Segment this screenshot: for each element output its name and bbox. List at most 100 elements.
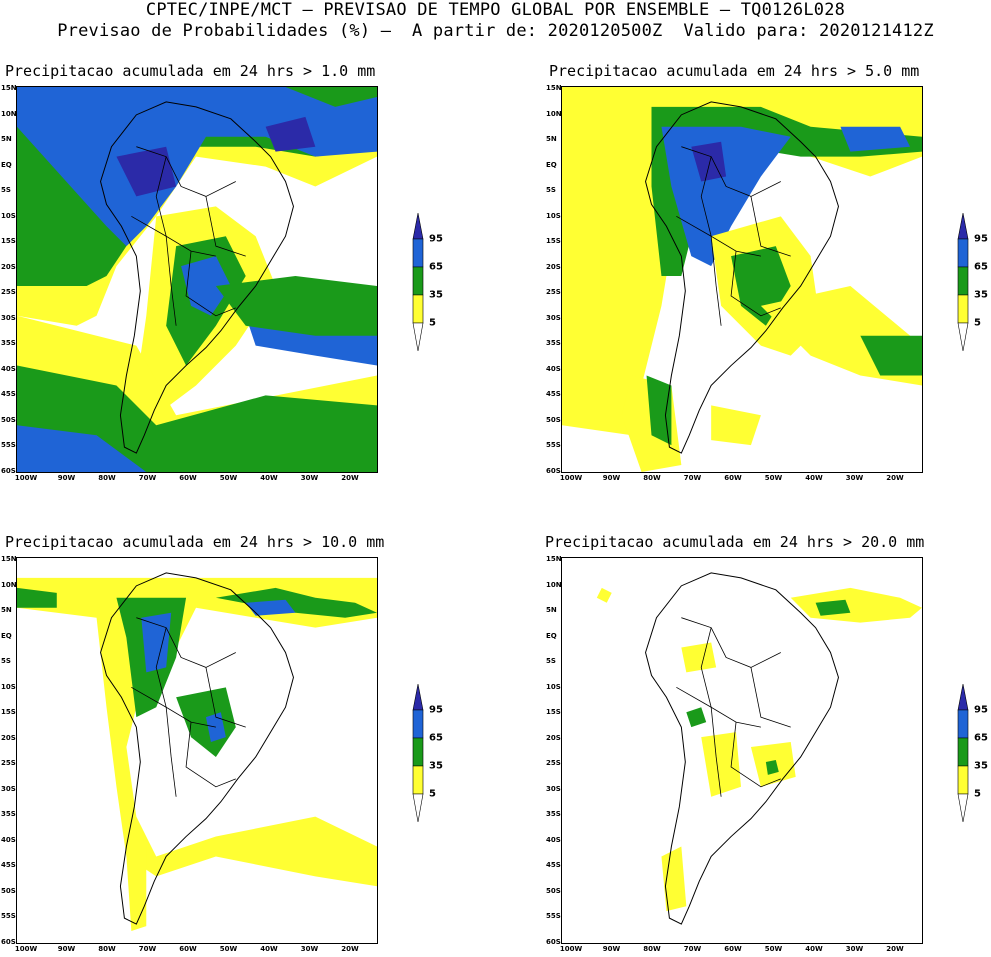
figure-title-line2: Previsao de Probabilidades (%) — A parti… [57,21,934,41]
probability-map [561,86,923,473]
latitude-label: 10N [546,580,562,589]
panel-title: Precipitacao acumulada em 24 hrs > 20.0 … [545,533,925,551]
color-bar-segment [412,266,424,296]
color-bar-label: 5 [429,788,436,800]
longitude-label: 50W [219,474,238,482]
color-bar-segment [957,683,969,711]
latitude-label: 20S [1,733,16,742]
latitude-label: 25S [1,759,16,768]
latitude-label: 10S [546,211,561,220]
latitude-label: 30S [546,784,561,793]
latitude-label: 60S [546,467,561,475]
panel-title: Precipitacao acumulada em 24 hrs > 1.0 m… [5,62,376,80]
probability-contour [661,126,791,267]
latitude-label: 5N [1,606,12,615]
figure-title-line1: CPTEC/INPE/MCT — PREVISAO DE TEMPO GLOBA… [145,0,846,20]
color-bar-segment [957,266,969,296]
country-border [676,686,712,708]
latitude-label: 15S [546,237,561,246]
panel-title: Precipitacao acumulada em 24 hrs > 10.0 … [5,533,385,551]
latitude-label: 45S [1,861,16,870]
latitude-label: 50S [1,886,16,895]
latitude-label: 40S [1,835,16,844]
color-bar-label: 65 [429,261,443,273]
longitude-label: 90W [602,474,621,482]
latitude-label: 45S [546,390,561,399]
latitude-label: 60S [546,938,561,946]
longitude-label: 40W [260,474,278,482]
probability-map [16,557,378,944]
probability-contour [815,599,851,616]
probability-contour [691,141,727,182]
color-bar-label: 95 [974,233,988,245]
latitude-label: 20S [546,262,561,271]
latitude-label: 30S [1,313,16,322]
latitude-label: 40S [546,364,561,373]
map-canvas [17,87,377,472]
latitude-label: 50S [546,415,561,424]
probability-contour [17,425,147,472]
color-bar-segment [957,793,969,823]
longitude-label: 50W [764,474,783,482]
latitude-label: 40S [546,835,561,844]
longitude-label: 100W [14,945,38,953]
latitude-label: 55S [546,441,561,450]
longitude-label: 70W [138,474,157,482]
color-bar-legend: 95 65 35 5 [952,682,991,824]
country-border [185,251,236,317]
longitude-label: 30W [845,474,864,482]
color-bar-segment [412,294,424,324]
longitude-label: 80W [98,474,116,482]
latitude-label: EQ [546,631,557,640]
probability-contour [701,732,742,797]
color-bar [957,212,969,352]
latitude-label: 45S [546,861,561,870]
map-canvas [596,572,922,925]
latitude-label: 15N [546,84,562,92]
longitude-label: 100W [559,945,583,953]
latitude-label: 20S [546,733,561,742]
country-border [750,196,791,257]
country-border [730,722,781,788]
probability-contour [681,642,717,673]
probability-contour [711,405,761,446]
longitude-label: 50W [219,945,238,953]
longitude-label: 100W [14,474,38,482]
longitude-label: 70W [683,945,702,953]
longitude-label: 90W [57,474,76,482]
coastline [645,572,839,925]
probability-contour [596,587,612,603]
country-border [710,707,722,797]
longitude-label: 50W [764,945,783,953]
color-bar-segment [957,737,969,767]
country-border [676,215,712,237]
country-border [700,627,761,728]
color-bar-segment [412,322,424,352]
latitude-label: 5N [546,606,557,615]
longitude-label: 90W [57,945,76,953]
country-border [730,251,781,317]
country-border [165,236,177,326]
longitude-label: 70W [683,474,702,482]
color-bar-label: 35 [429,289,443,301]
probability-contour [141,612,172,673]
probability-contour [205,712,226,743]
color-bar-label: 65 [974,261,988,273]
latitude-label: 10N [1,580,17,589]
color-bar-segment [412,793,424,823]
probability-contour [265,116,316,152]
color-bar-label: 65 [429,732,443,744]
longitude-label: 60W [724,945,742,953]
country-border [165,707,177,797]
coastline [100,101,294,454]
probability-contour [215,276,377,336]
latitude-label: 35S [1,339,16,348]
panel-title: Precipitacao acumulada em 24 hrs > 5.0 m… [549,62,920,80]
latitude-label: 15S [1,708,16,717]
probability-contour [116,146,177,197]
longitude-label: 30W [300,945,319,953]
color-bar-legend: 95 65 35 5 [407,211,451,353]
color-bar-segment [957,238,969,268]
color-bar-label: 35 [974,760,988,772]
color-bar-segment [412,709,424,739]
